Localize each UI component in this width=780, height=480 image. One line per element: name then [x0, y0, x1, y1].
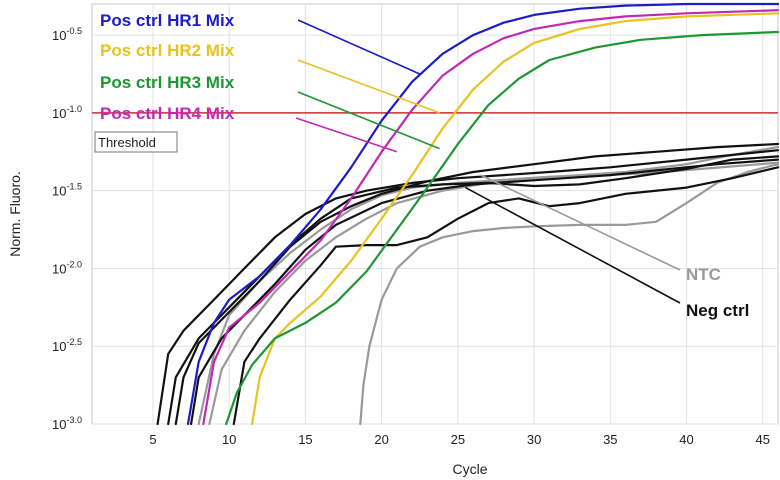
y-tick-label: 10-3.0	[52, 415, 82, 432]
callout-leader	[297, 91, 440, 150]
series-line	[186, 2, 780, 426]
y-tick-label: 10-2.5	[52, 337, 82, 354]
callout-label: NTC	[686, 265, 721, 284]
callout-label: Pos ctrl HR3 Mix	[100, 73, 235, 92]
series-line	[190, 158, 780, 426]
plot-area	[91, 3, 779, 425]
y-tick-label: 10-1.5	[52, 182, 82, 199]
series-line	[251, 12, 780, 426]
x-tick-label: 25	[451, 432, 465, 447]
series-line	[174, 142, 780, 426]
x-tick-label: 15	[298, 432, 312, 447]
callout-label: Pos ctrl HR4 Mix	[100, 104, 235, 123]
y-axis-title: Norm. Fluoro.	[7, 171, 23, 257]
callout-label: Pos ctrl HR2 Mix	[100, 41, 235, 60]
callout-leader	[295, 117, 398, 153]
callout-leader	[297, 59, 440, 114]
series-lines	[156, 2, 780, 426]
callout-label: Pos ctrl HR1 Mix	[100, 11, 235, 30]
x-tick-label: 30	[527, 432, 541, 447]
x-tick-label: 5	[149, 432, 156, 447]
x-tick-label: 40	[679, 432, 693, 447]
series-line	[225, 30, 780, 426]
series-line	[202, 9, 780, 426]
threshold-box: Threshold	[94, 131, 178, 153]
callout-label: Neg ctrl	[686, 301, 749, 320]
series-line	[359, 163, 780, 426]
series-line	[232, 166, 780, 426]
series-callouts: Pos ctrl HR1 Mix Pos ctrl HR2 Mix Pos ctrl…	[100, 11, 749, 320]
series-line	[167, 155, 780, 426]
axis-ticks: 5 10 15 20 25 30 35 40 45 10-3.0 10-2.5 10-2.0 10-1.…	[52, 26, 770, 447]
callout-leader	[480, 174, 681, 271]
callout-leader	[465, 186, 681, 304]
x-tick-label: 10	[222, 432, 236, 447]
threshold-label: Threshold	[98, 135, 156, 150]
y-tick-label: 10-1.0	[52, 104, 82, 121]
x-tick-label: 20	[374, 432, 388, 447]
y-tick-label: 10-2.0	[52, 259, 82, 276]
x-axis-title: Cycle	[452, 461, 487, 477]
x-tick-label: 45	[756, 432, 770, 447]
series-line	[156, 149, 780, 426]
callout-leader	[297, 19, 421, 75]
x-tick-label: 35	[603, 432, 617, 447]
y-tick-label: 10-0.5	[52, 26, 82, 43]
